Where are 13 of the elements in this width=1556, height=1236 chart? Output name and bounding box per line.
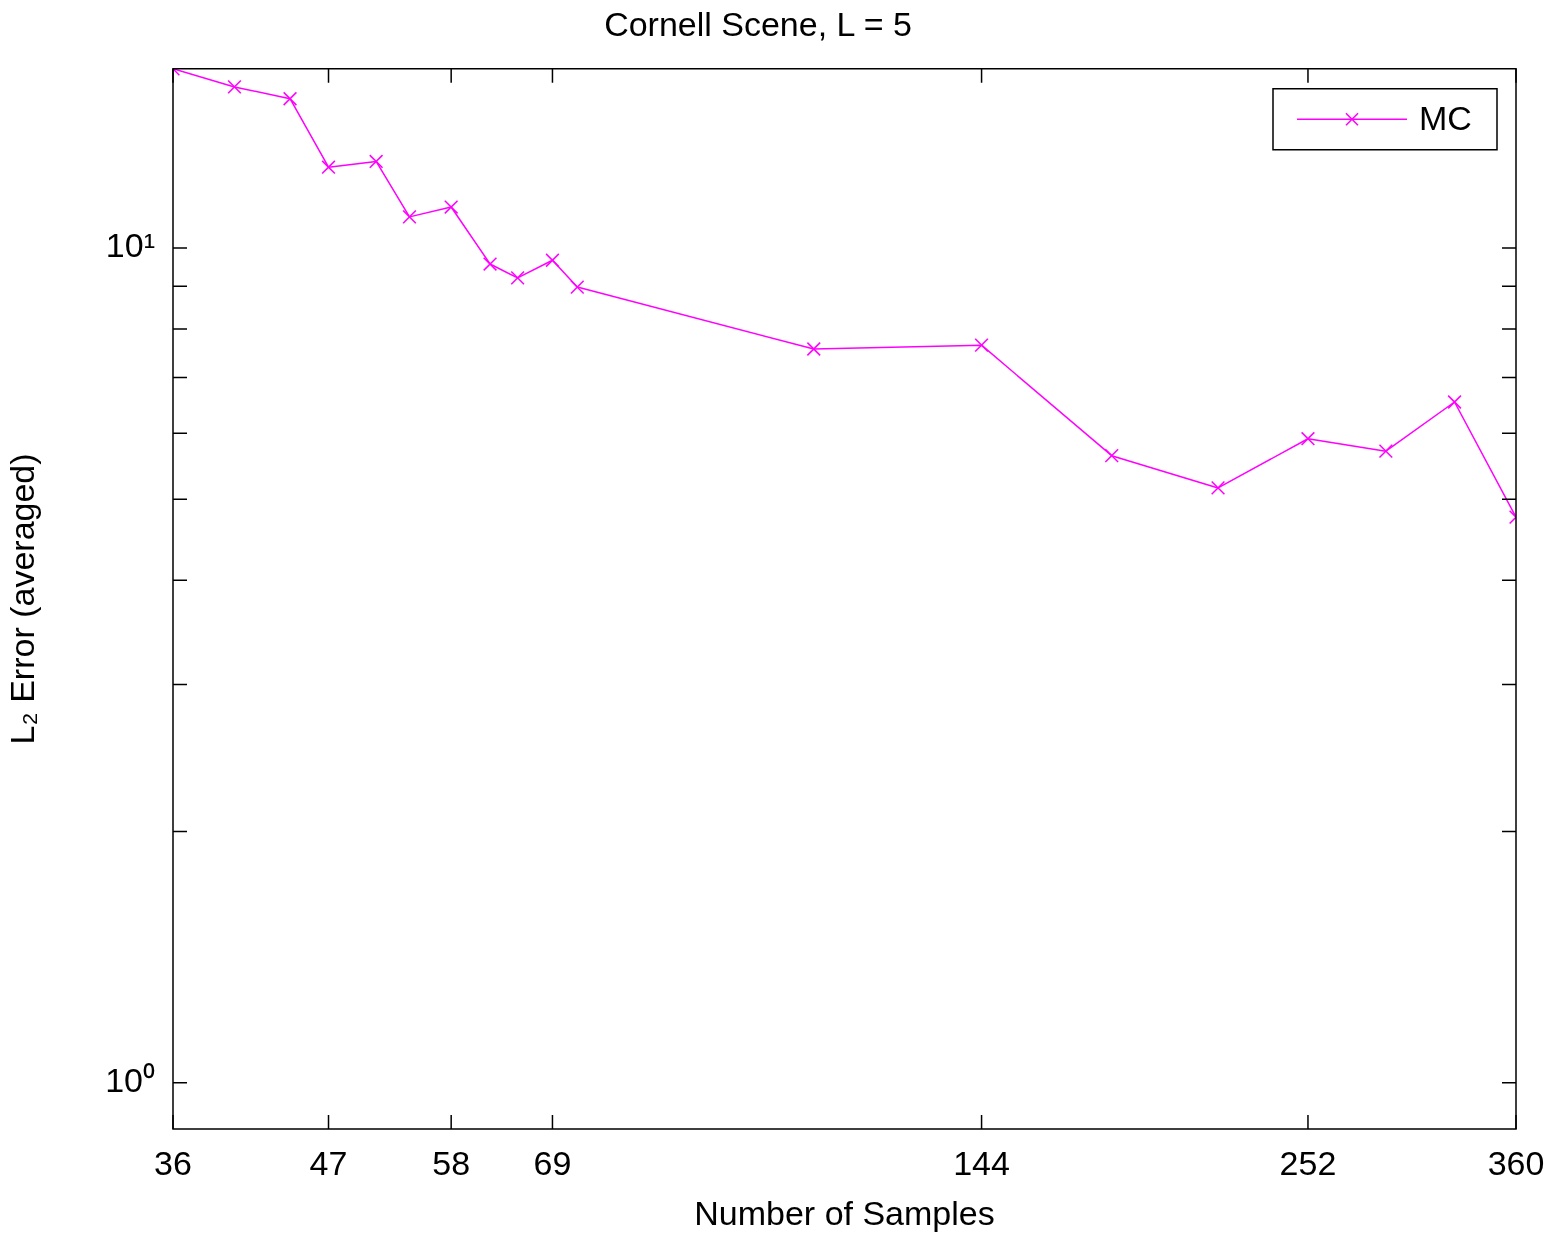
- x-axis-title: Number of Samples: [694, 1193, 995, 1232]
- x-tick-label: 58: [432, 1143, 471, 1182]
- y-tick-label: 10¹: [105, 226, 155, 265]
- x-tick-label: 360: [1487, 1143, 1545, 1182]
- chart-title: Cornell Scene, L = 5: [604, 4, 912, 43]
- x-tick-label: 69: [533, 1143, 572, 1182]
- x-tick-label: 36: [154, 1143, 192, 1182]
- x-tick-label: 47: [309, 1143, 348, 1182]
- x-tick-label: 252: [1279, 1143, 1337, 1182]
- legend-label: MC: [1419, 98, 1472, 137]
- y-axis-title: L₂ Error (averaged): [2, 453, 41, 745]
- y-tick-label: 10⁰: [105, 1061, 155, 1100]
- x-tick-label: 144: [953, 1143, 1010, 1182]
